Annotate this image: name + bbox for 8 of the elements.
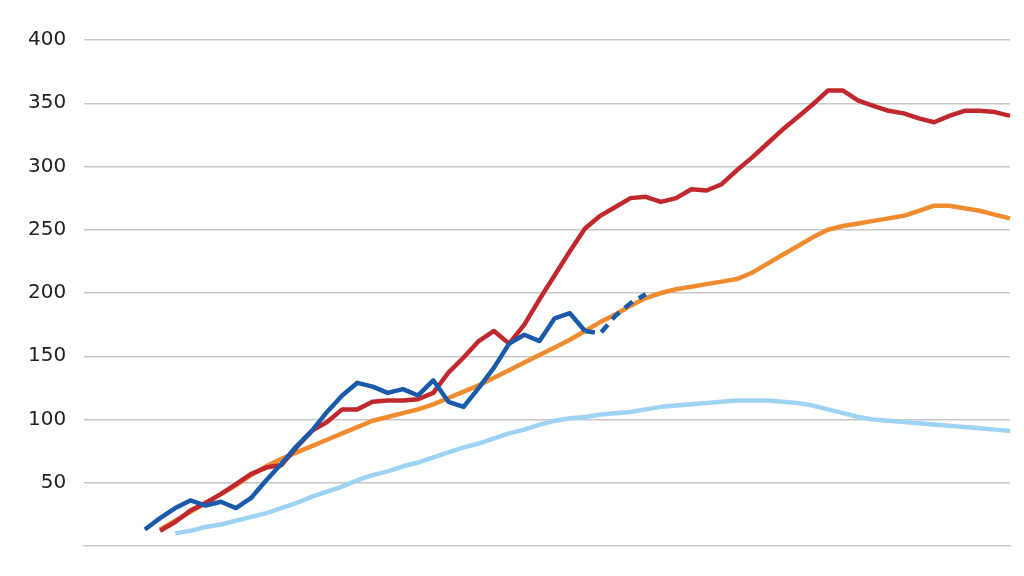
y-tick-label: 150 (27, 342, 67, 367)
y-tick-label: 200 (27, 279, 67, 304)
y-tick-label: 100 (27, 405, 67, 430)
y-tick-label: 250 (27, 215, 67, 240)
y-tick-label: 300 (27, 152, 67, 177)
y-tick-label: 50 (40, 468, 67, 493)
y-tick-label: 350 (27, 89, 67, 114)
y-tick-label: 400 (27, 26, 67, 51)
